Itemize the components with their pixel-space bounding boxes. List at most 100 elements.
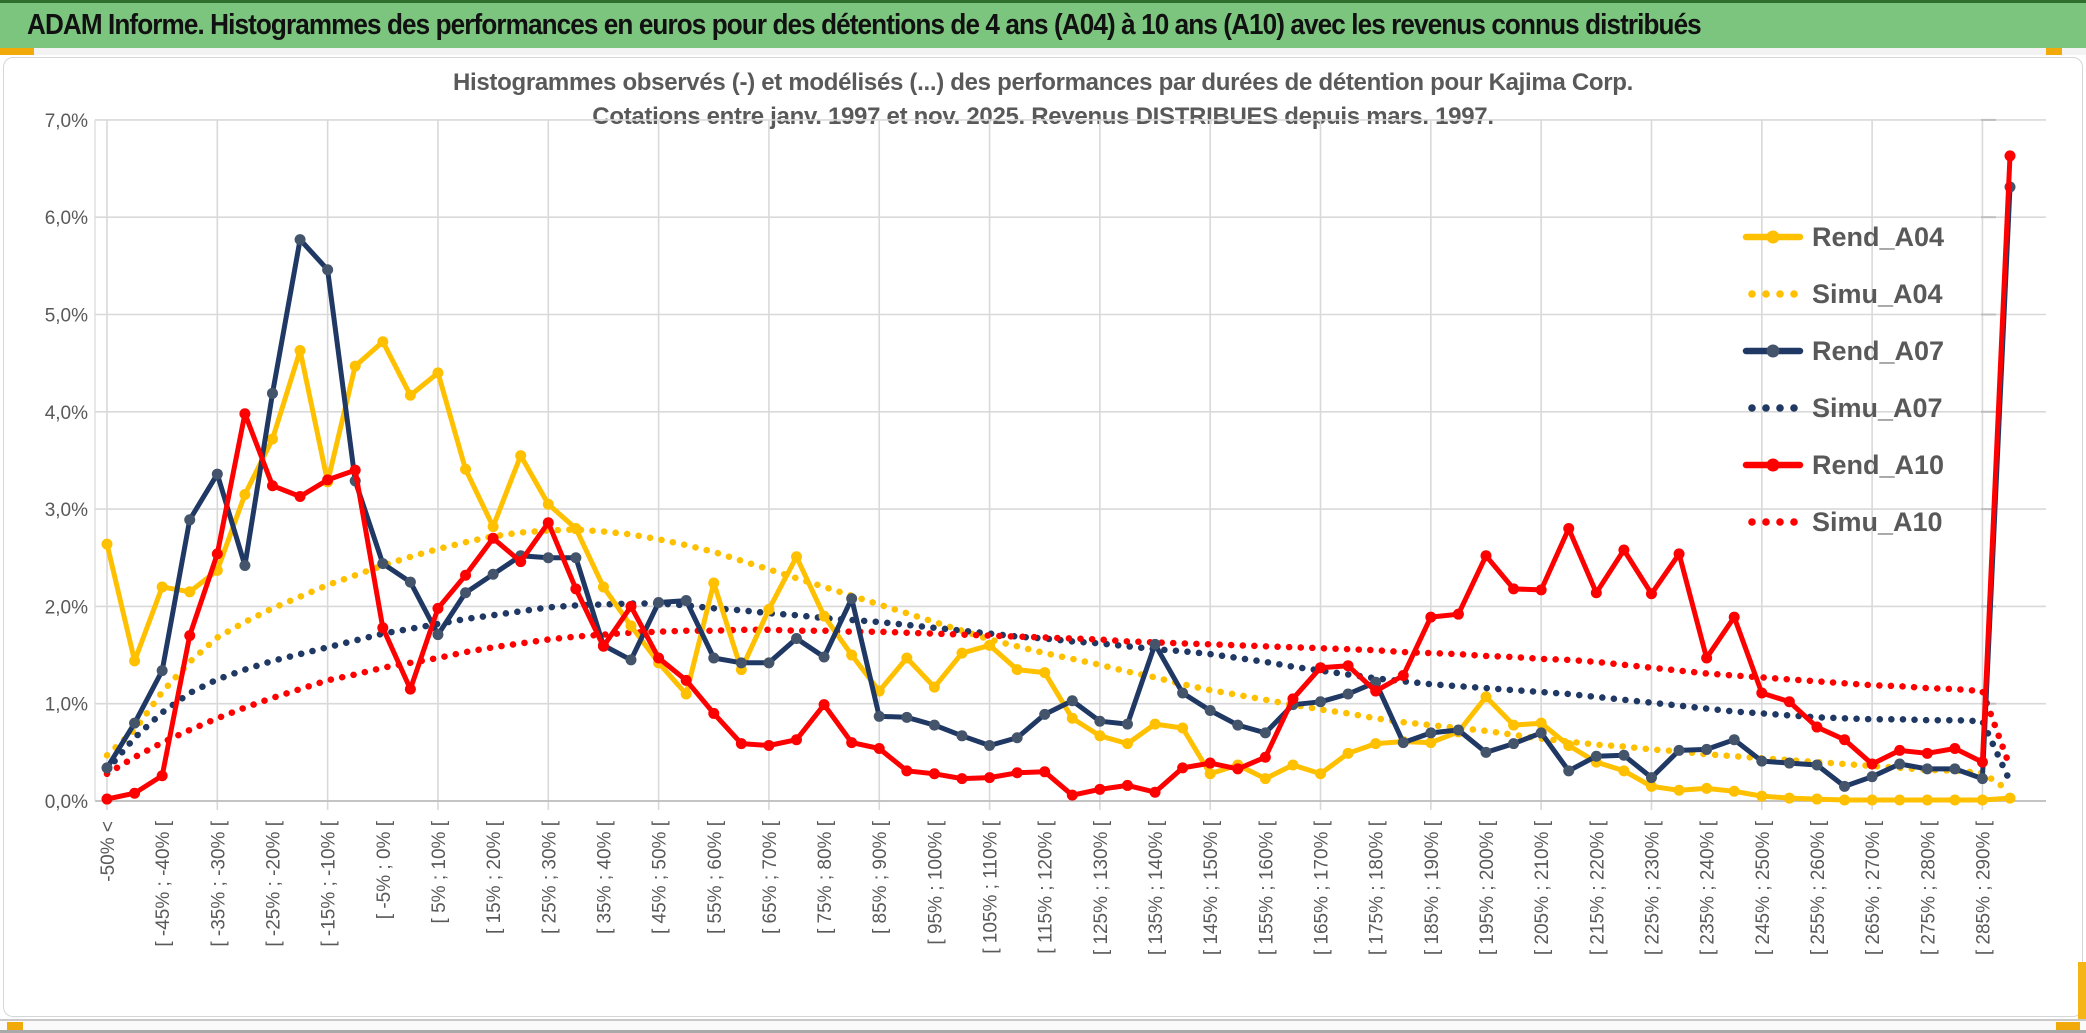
legend-item-Rend_A07[interactable]: Rend_A07 — [1742, 336, 1944, 366]
legend-item-Rend_A10[interactable]: Rend_A10 — [1742, 450, 1944, 480]
x-axis-label: [ 205% ; 210% [ — [1532, 820, 1553, 955]
data-point-marker — [1425, 737, 1437, 749]
data-point-marker — [846, 737, 858, 749]
series-Rend_A04-markers — [101, 336, 2016, 806]
x-axis-label: [ 195% ; 200% [ — [1477, 820, 1498, 955]
data-point-marker — [1177, 762, 1189, 774]
header-accent-left — [0, 48, 34, 55]
legend-swatch-dot — [1790, 404, 1798, 412]
data-point-marker — [1728, 785, 1740, 797]
data-point-marker — [1811, 793, 1823, 805]
data-point-marker — [1039, 708, 1051, 720]
data-point-marker — [432, 367, 444, 379]
data-point-marker — [570, 583, 582, 595]
legend-item-Simu_A04[interactable]: Simu_A04 — [1748, 279, 1943, 309]
data-point-marker — [156, 665, 168, 677]
data-point-marker — [1783, 757, 1795, 769]
data-point-marker — [653, 597, 665, 609]
x-axis-label: [ 35% ; 40% [ — [594, 820, 615, 934]
x-axis-label: -50% < — [98, 821, 119, 882]
y-axis-label: 4,0% — [45, 403, 88, 424]
data-point-marker — [680, 595, 692, 607]
data-point-marker — [708, 577, 720, 589]
data-point-marker — [1756, 755, 1768, 767]
data-point-marker — [1287, 759, 1299, 771]
legend-item-label: Simu_A07 — [1812, 393, 1943, 423]
data-point-marker — [1121, 718, 1133, 730]
data-point-marker — [515, 556, 527, 568]
data-point-marker — [1866, 794, 1878, 806]
data-point-marker — [625, 620, 637, 632]
data-point-marker — [984, 772, 996, 784]
y-axis-label: 7,0% — [45, 111, 88, 132]
series-Rend_A04-line[interactable] — [104, 339, 2013, 803]
data-point-marker — [873, 742, 885, 754]
legend-item-Simu_A07[interactable]: Simu_A07 — [1748, 393, 1943, 423]
data-point-marker — [1783, 792, 1795, 804]
data-point-marker — [1452, 608, 1464, 620]
data-point-marker — [1508, 719, 1520, 731]
data-point-marker — [1976, 794, 1988, 806]
data-point-marker — [542, 517, 554, 529]
data-point-marker — [1370, 685, 1382, 697]
data-point-marker — [570, 523, 582, 535]
legend[interactable]: Rend_A04 Simu_A04 Rend_A07 Simu_A07 Rend_A10… — [1742, 222, 1944, 537]
data-point-marker — [184, 586, 196, 598]
data-point-marker — [1839, 794, 1851, 806]
x-axis-label: [ 105% ; 110% [ — [981, 820, 1002, 953]
legend-item-Rend_A04[interactable]: Rend_A04 — [1742, 222, 1944, 252]
x-axis-label: [ 45% ; 50% [ — [650, 820, 671, 934]
data-point-marker — [1618, 544, 1630, 556]
series-Simu_A04-dotted-line[interactable] — [103, 526, 2014, 795]
data-point-marker — [1976, 773, 1988, 785]
data-point-marker — [294, 345, 306, 357]
legend-swatch-dot — [1762, 518, 1770, 526]
series-Rend_A07-line[interactable] — [104, 184, 2013, 789]
data-point-marker — [1949, 763, 1961, 775]
data-point-marker — [1259, 727, 1271, 739]
data-point-marker — [487, 521, 499, 533]
legend-item-label: Rend_A07 — [1812, 336, 1944, 366]
data-point-marker — [570, 552, 582, 564]
data-point-marker — [101, 762, 113, 774]
data-point-marker — [239, 560, 251, 572]
axis-layer: 0,0% 1,0% 2,0% 3,0% 4,0% 5,0% 6,0% 7,0% -50% < [ … — [45, 111, 2046, 955]
x-axis-label: [ 265% ; 270% [ — [1863, 820, 1884, 955]
data-point-marker — [625, 600, 637, 612]
x-axis-label: [ 245% ; 250% [ — [1753, 820, 1774, 955]
bottom-accent-right — [2056, 1022, 2080, 1030]
data-point-marker — [1921, 763, 1933, 775]
data-point-marker — [1894, 758, 1906, 770]
data-point-marker — [1066, 789, 1078, 801]
x-axis-label: [ -45% ; -40% [ — [153, 820, 174, 946]
data-point-marker — [294, 234, 306, 246]
bottom-scroll-strip[interactable] — [0, 1019, 2086, 1033]
legend-item-Simu_A10[interactable]: Simu_A10 — [1748, 507, 1943, 537]
series-Simu_A10-dotted-line[interactable] — [103, 626, 2014, 778]
data-point-marker — [211, 548, 223, 560]
data-point-marker — [763, 657, 775, 669]
series-Rend_A07-markers — [101, 181, 2016, 792]
data-point-marker — [1204, 768, 1216, 780]
series-Rend_A10-line[interactable] — [104, 153, 2013, 802]
data-point-marker — [460, 569, 472, 581]
data-point-marker — [625, 654, 637, 666]
x-axis-label: [ 95% ; 100% [ — [925, 820, 946, 944]
series-Rend_A10-markers — [101, 150, 2016, 805]
data-point-marker — [846, 593, 858, 605]
data-point-marker — [1204, 757, 1216, 769]
data-point-marker — [1590, 587, 1602, 599]
legend-swatch-marker — [1766, 458, 1780, 472]
data-point-marker — [1563, 765, 1575, 777]
data-point-marker — [1701, 652, 1713, 664]
right-accent-bar — [2078, 962, 2086, 1019]
legend-swatch-dot — [1762, 290, 1770, 298]
x-axis-label: [ 25% ; 30% [ — [539, 820, 560, 934]
x-axis-label: [ 215% ; 220% [ — [1587, 820, 1608, 955]
data-point-marker — [708, 652, 720, 664]
header-bar: ADAM Informe. Histogrammes des performan… — [0, 0, 2086, 48]
data-point-marker — [1921, 794, 1933, 806]
legend-swatch-dot — [1762, 404, 1770, 412]
data-point-marker — [818, 651, 830, 663]
data-point-marker — [156, 581, 168, 593]
